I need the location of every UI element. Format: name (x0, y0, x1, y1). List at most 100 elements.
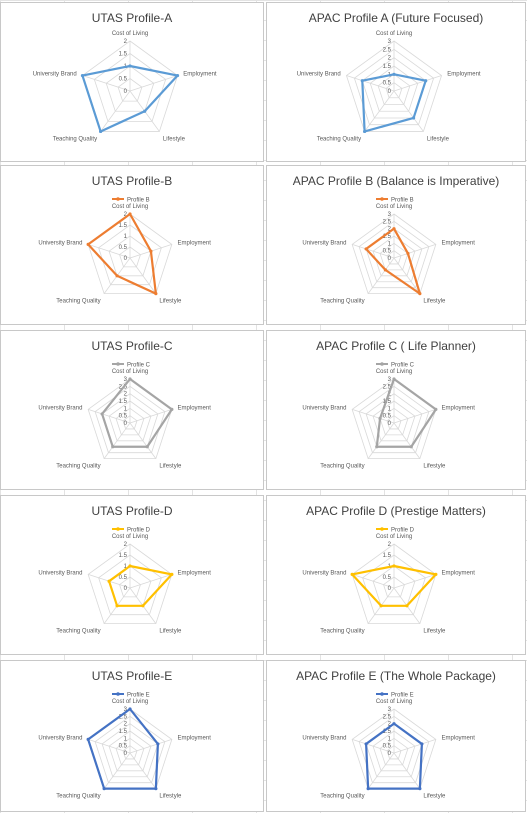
tick-label: 0 (388, 751, 392, 757)
axis-label-lifestyle: Lifestyle (163, 136, 186, 142)
data-point-university-brand (86, 737, 90, 742)
legend-marker (380, 362, 384, 366)
tick-label: 1.5 (383, 729, 392, 735)
axis-label-cost-of-living: Cost of Living (112, 699, 148, 705)
radar-plot: Profile B 0 0.5 1 1.5 2 Cost of Living Employme… (38, 197, 211, 304)
legend-marker (380, 527, 384, 531)
axis-label-teaching-quality: Teaching Quality (317, 136, 361, 142)
tick-label: 1.5 (383, 399, 392, 405)
grid-ring (383, 576, 405, 598)
legend-marker (380, 197, 384, 201)
tick-label: 1 (388, 241, 392, 247)
tick-label: 0 (388, 421, 392, 427)
tick-label: 0.5 (383, 575, 392, 581)
grid-ring (351, 543, 437, 624)
spoke-line (352, 409, 395, 424)
data-point-lifestyle (418, 291, 422, 296)
data-point-employment (156, 742, 160, 746)
grid-ring (351, 213, 437, 294)
axis-label-cost-of-living: Cost of Living (376, 204, 412, 210)
tick-label: 2 (124, 212, 128, 218)
axis-label-university-brand: University Brand (38, 736, 82, 742)
data-point-cost-of-living (392, 722, 396, 726)
spoke-line (100, 90, 131, 132)
grid-ring (361, 57, 427, 119)
grid-ring (345, 40, 443, 132)
axis-label-lifestyle: Lifestyle (423, 463, 446, 469)
chart-title: APAC Profile C ( Life Planner) (316, 339, 476, 353)
legend-label: Profile B (391, 198, 414, 204)
spoke-line (129, 739, 172, 754)
spoke-line (364, 90, 395, 132)
grid-ring (108, 235, 152, 277)
axis-label-employment: Employment (442, 406, 476, 412)
legend: Profile D (112, 527, 151, 534)
series-line (107, 564, 173, 607)
axis-label-university-brand: University Brand (302, 241, 346, 247)
axis-label-employment: Employment (442, 571, 476, 577)
spoke-line (393, 75, 442, 92)
tick-label: 2.5 (383, 219, 392, 225)
tick-label: 0 (388, 256, 392, 262)
data-point-university-brand (107, 579, 111, 583)
grid-ring (94, 715, 166, 784)
grid-ring (81, 40, 179, 132)
legend: Profile B (112, 197, 150, 204)
tick-label: 1.5 (119, 399, 128, 405)
grid-ring (353, 48, 435, 126)
tick-label: 3 (388, 707, 392, 713)
tick-label: 0.5 (383, 249, 392, 255)
tick-label: 2.5 (383, 714, 392, 720)
chart-utas-profile-b: UTAS Profile-B Profile B 0 0.5 1 1.5 2 Cost of… (0, 165, 264, 325)
tick-label: 3 (124, 377, 128, 383)
data-point-lifestyle (409, 445, 413, 449)
data-point-employment (149, 249, 153, 253)
axis-label-teaching-quality: Teaching Quality (56, 463, 100, 469)
data-point-teaching-quality (366, 786, 370, 791)
grid-ring (98, 224, 162, 286)
grid-ring (372, 400, 416, 442)
data-point-university-brand (86, 242, 90, 247)
data-point-lifestyle (405, 604, 409, 608)
axis-label-cost-of-living: Cost of Living (112, 534, 148, 540)
spoke-line (367, 257, 395, 294)
grid-ring (98, 554, 162, 616)
grid-ring (379, 407, 409, 436)
axis-label-employment: Employment (447, 72, 481, 78)
data-point-university-brand (364, 742, 368, 746)
tick-label: 2.5 (383, 384, 392, 390)
axis-label-university-brand: University Brand (33, 72, 77, 78)
grid-ring (386, 745, 402, 760)
tick-label: 1.5 (119, 553, 128, 559)
axis-label-teaching-quality: Teaching Quality (56, 628, 100, 634)
tick-label: 1.5 (383, 553, 392, 559)
axis-label-employment: Employment (442, 241, 476, 247)
legend-marker (116, 527, 120, 531)
chart-apac-profile-c: APAC Profile C ( Life Planner) Profile C… (266, 330, 526, 490)
data-point-cost-of-living (392, 227, 396, 231)
tick-label: 1.5 (119, 729, 128, 735)
axis-label-lifestyle: Lifestyle (159, 793, 182, 799)
grid-ring (108, 730, 152, 772)
chart-title: UTAS Profile-D (91, 504, 173, 518)
tick-label: 2 (124, 722, 128, 728)
axis-label-employment: Employment (183, 72, 217, 78)
legend-label: Profile E (127, 693, 150, 699)
axis-label-lifestyle: Lifestyle (423, 628, 446, 634)
spoke-line (393, 244, 436, 259)
axis-label-university-brand: University Brand (38, 571, 82, 577)
tick-label: 0.5 (383, 414, 392, 420)
data-point-teaching-quality (115, 274, 119, 278)
axis-label-teaching-quality: Teaching Quality (53, 136, 97, 142)
legend: Profile D (376, 527, 415, 534)
grid-ring (377, 73, 411, 105)
axis-label-lifestyle: Lifestyle (159, 298, 182, 304)
data-point-cost-of-living (128, 707, 132, 711)
spoke-line (129, 257, 157, 294)
chart-title: APAC Profile E (The Whole Package) (296, 669, 496, 683)
tick-label: 0 (124, 256, 128, 262)
data-point-employment (170, 572, 174, 577)
axis-label-employment: Employment (442, 736, 476, 742)
axis-label-teaching-quality: Teaching Quality (320, 628, 364, 634)
spoke-line (103, 752, 131, 789)
